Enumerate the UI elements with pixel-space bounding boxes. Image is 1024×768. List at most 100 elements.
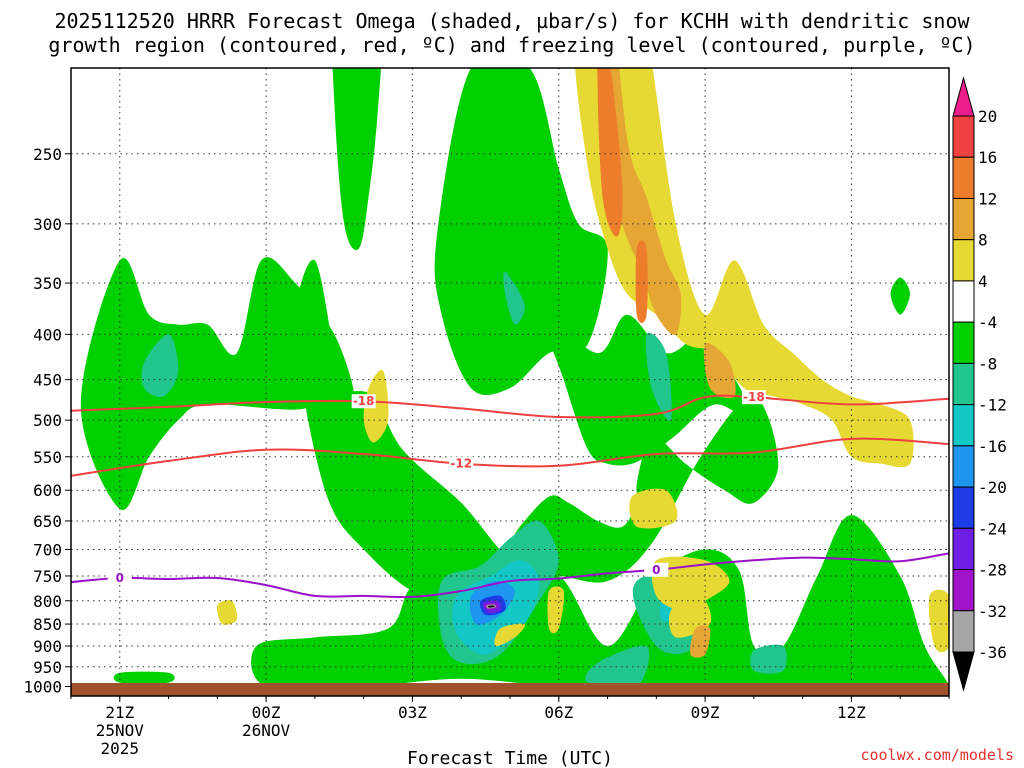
y-tick-label-550: 550	[33, 448, 62, 467]
x-tick-date: 25NOV	[96, 721, 145, 740]
y-axis: 250 300 350 400 450 500 550 600 650 700 750 800 850 9…	[23, 145, 71, 697]
x-tick-label-09Z: 09Z	[691, 703, 720, 722]
credit-text: coolwx.com/models	[860, 746, 1014, 764]
isoline-label-0: 0	[116, 571, 124, 585]
colorbar-bin-12 to 16	[952, 156, 975, 199]
x-tick-label-06Z: 06Z	[544, 703, 573, 722]
isoline-label-bg	[644, 562, 669, 577]
omega-region-26	[494, 623, 526, 647]
omega-region-5	[251, 515, 949, 690]
colorbar-label-4: 4	[978, 272, 988, 291]
omega-region-2	[332, 68, 382, 250]
x-tick-label-21Z: 21Z	[105, 703, 134, 722]
colorbar-bin--28 to -24	[952, 527, 975, 571]
colorbar-label--8: -8	[978, 354, 997, 373]
omega-region-36	[597, 68, 623, 237]
omega-region-31	[547, 586, 565, 634]
omega-region-29	[651, 556, 730, 611]
colorbar-bin--24 to -20	[952, 486, 975, 529]
colorbar-bin--12 to -8	[952, 362, 975, 406]
omega-region-9	[141, 334, 179, 398]
colorbar-label--28: -28	[978, 561, 1007, 580]
isoline-label-bg	[449, 456, 474, 471]
colorbar-bin-8 to 12	[952, 197, 975, 241]
colorbar-bottom-arrow	[952, 651, 975, 692]
x-tick-label-12Z: 12Z	[837, 703, 866, 722]
chart-title-line2: growth region (contoured, red, ºC) and f…	[48, 33, 975, 57]
isoline-0	[71, 552, 949, 599]
colorbar-bin--20 to -16	[952, 445, 975, 488]
colorbar-bin--32 to -28	[952, 569, 975, 612]
omega-region-24	[575, 68, 914, 468]
omega-region-37	[635, 240, 648, 323]
colorbar-label-12: 12	[978, 189, 997, 208]
y-tick-label-350: 350	[33, 274, 62, 293]
isoline-label-bg	[351, 394, 376, 409]
y-tick-label-750: 750	[33, 567, 62, 586]
y-tick-label-950: 950	[33, 658, 62, 677]
omega-region-7	[113, 671, 175, 684]
isoline--18	[71, 394, 949, 419]
omega-shading	[80, 68, 949, 690]
colorbar-bin--36 to -32	[952, 610, 975, 653]
colorbar-label--36: -36	[978, 643, 1007, 662]
omega-region-3	[434, 68, 608, 395]
colorbar-bin--4 to 4	[952, 280, 975, 323]
x-tick-date: 26NOV	[242, 721, 291, 740]
isoline-label--18: -18	[743, 390, 765, 404]
y-tick-label-250: 250	[33, 145, 62, 164]
colorbar-label-16: 16	[978, 148, 997, 167]
omega-region-10	[503, 271, 525, 325]
y-tick-label-400: 400	[33, 325, 62, 344]
chart-title-line1: 2025112520 HRRR Forecast Omega (shaded, …	[54, 9, 970, 33]
x-axis-label: Forecast Time (UTC)	[407, 748, 613, 768]
colorbar-bin--16 to -12	[952, 404, 975, 447]
y-tick-label-1000: 1000	[23, 678, 62, 697]
colorbar-label--16: -16	[978, 437, 1007, 456]
omega-region-35	[690, 625, 711, 658]
colorbar-label-20: 20	[978, 107, 997, 126]
ground-surface	[71, 683, 949, 696]
omega-region-23	[487, 605, 495, 608]
colorbar-label--24: -24	[978, 519, 1007, 538]
omega-region-11	[645, 332, 672, 422]
isotherm-contours: -18 -18 -12 0 0	[71, 390, 949, 599]
omega-region-6	[791, 526, 867, 673]
isoline-label--18: -18	[353, 394, 375, 408]
colorbar-bin-4 to 8	[952, 239, 975, 282]
isoline-label-0: 0	[652, 563, 660, 577]
isoline-label-bg	[741, 390, 766, 405]
isoline-label-bg	[107, 570, 132, 585]
y-tick-label-600: 600	[33, 481, 62, 500]
y-tick-label-300: 300	[33, 215, 62, 234]
omega-region-32	[928, 589, 949, 653]
colorbar-label--4: -4	[978, 313, 997, 332]
omega-region-8	[890, 277, 910, 315]
omega-region-14	[585, 645, 650, 690]
x-tick-year: 2025	[101, 739, 140, 758]
colorbar: 20 16 12 8 4 -4 -8 -12 -16 -20 -24 -28 -32 -36	[952, 76, 1007, 692]
omega-region-30	[216, 599, 238, 625]
omega-region-25	[363, 369, 389, 443]
isoline--12	[71, 437, 949, 477]
y-tick-label-650: 650	[33, 512, 62, 531]
y-tick-label-700: 700	[33, 540, 62, 559]
x-tick-label-00Z: 00Z	[252, 703, 281, 722]
colorbar-label-8: 8	[978, 231, 988, 250]
y-tick-label-450: 450	[33, 371, 62, 390]
colorbar-label--12: -12	[978, 396, 1007, 415]
colorbar-bin-16 to 20	[952, 115, 975, 158]
y-tick-label-900: 900	[33, 637, 62, 656]
colorbar-top-arrow	[952, 76, 975, 117]
x-tick-label-03Z: 03Z	[398, 703, 427, 722]
omega-region-4	[543, 314, 754, 466]
colorbar-bin--8 to -4	[952, 321, 975, 364]
omega-region-27	[629, 488, 678, 529]
isoline-label--12: -12	[450, 457, 472, 471]
omega-region-0	[80, 257, 355, 511]
grid	[71, 68, 949, 696]
y-tick-label-850: 850	[33, 615, 62, 634]
omega-region-34	[703, 343, 736, 399]
